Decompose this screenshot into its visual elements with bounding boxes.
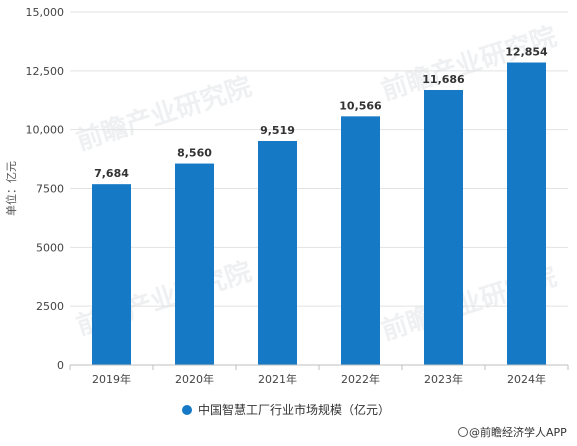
y-tick-label: 15,000 xyxy=(26,6,65,19)
legend-label: 中国智慧工厂行业市场规模（亿元） xyxy=(198,402,390,417)
x-tick-label: 2019年 xyxy=(92,372,131,386)
x-axis-ticks: 2019年 2020年 2021年 2022年 2023年 2024年 xyxy=(69,365,569,386)
y-axis-ticks: 0 2500 5000 7500 10,000 12,500 15,000 xyxy=(26,6,65,372)
bar[interactable] xyxy=(507,62,546,365)
y-tick-label: 12,500 xyxy=(26,65,65,78)
y-tick-label: 2500 xyxy=(36,300,64,313)
x-tick-label: 2021年 xyxy=(258,372,297,386)
data-label: 7,684 xyxy=(94,167,129,180)
data-label: 8,560 xyxy=(177,147,212,160)
source-credit: @前瞻经济学人APP xyxy=(458,425,567,439)
x-tick-label: 2022年 xyxy=(341,372,380,386)
source-text: @前瞻经济学人APP xyxy=(469,425,567,439)
bar-series xyxy=(92,62,546,365)
data-label: 9,519 xyxy=(260,124,295,137)
data-label: 12,854 xyxy=(505,46,548,59)
bar[interactable] xyxy=(92,184,131,365)
x-tick-label: 2020年 xyxy=(175,372,214,386)
x-tick-label: 2024年 xyxy=(507,372,546,386)
x-tick-label: 2023年 xyxy=(424,372,463,386)
bar[interactable] xyxy=(341,116,380,365)
y-tick-label: 10,000 xyxy=(26,124,65,137)
bar[interactable] xyxy=(175,163,214,365)
camera-icon xyxy=(458,427,468,437)
y-axis-label: 单位：亿元 xyxy=(4,161,18,216)
grid-lines xyxy=(70,11,568,307)
data-labels: 7,684 8,560 9,519 10,566 11,686 12,854 xyxy=(94,46,548,181)
watermark-text: 前瞻产业研究院 xyxy=(73,71,256,157)
y-tick-label: 0 xyxy=(57,359,64,372)
legend-marker-icon xyxy=(182,405,192,415)
legend[interactable]: 中国智慧工厂行业市场规模（亿元） xyxy=(182,402,390,417)
y-tick-label: 5000 xyxy=(36,241,64,254)
bar[interactable] xyxy=(424,89,463,365)
data-label: 11,686 xyxy=(422,73,465,86)
bar[interactable] xyxy=(258,140,297,365)
y-tick-label: 7500 xyxy=(36,183,64,196)
data-label: 10,566 xyxy=(339,99,382,112)
